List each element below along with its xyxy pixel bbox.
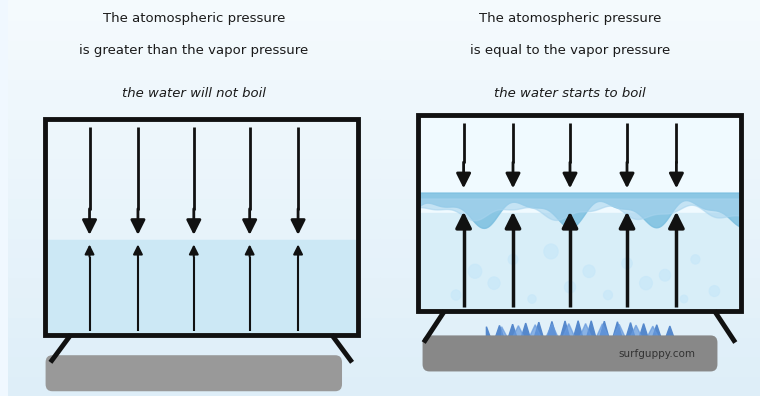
Polygon shape — [8, 119, 380, 139]
Polygon shape — [8, 277, 380, 297]
Bar — [418, 115, 741, 311]
Polygon shape — [380, 139, 760, 158]
Text: is equal to the vapor pressure: is equal to the vapor pressure — [470, 44, 670, 57]
Circle shape — [680, 295, 688, 303]
Polygon shape — [8, 79, 380, 99]
Polygon shape — [8, 257, 380, 277]
Circle shape — [709, 286, 720, 297]
Polygon shape — [380, 238, 760, 257]
Polygon shape — [8, 178, 380, 198]
Polygon shape — [8, 337, 380, 356]
Circle shape — [639, 276, 652, 290]
Circle shape — [527, 295, 536, 303]
Polygon shape — [380, 356, 760, 376]
Polygon shape — [45, 240, 358, 335]
Circle shape — [659, 269, 671, 281]
Text: is greater than the vapor pressure: is greater than the vapor pressure — [79, 44, 309, 57]
Polygon shape — [380, 158, 760, 178]
Circle shape — [622, 258, 632, 269]
Polygon shape — [418, 213, 741, 311]
Polygon shape — [380, 257, 760, 277]
Circle shape — [691, 255, 700, 264]
Polygon shape — [380, 376, 760, 396]
Polygon shape — [380, 337, 760, 356]
Polygon shape — [380, 99, 760, 119]
Polygon shape — [418, 193, 741, 228]
Polygon shape — [380, 0, 760, 20]
Polygon shape — [8, 218, 380, 238]
Circle shape — [451, 290, 461, 300]
Polygon shape — [380, 20, 760, 40]
FancyBboxPatch shape — [46, 355, 342, 391]
FancyBboxPatch shape — [423, 335, 717, 371]
Polygon shape — [380, 277, 760, 297]
Circle shape — [583, 265, 595, 278]
Polygon shape — [380, 218, 760, 238]
Text: The atomospheric pressure: The atomospheric pressure — [103, 12, 285, 25]
Polygon shape — [8, 59, 380, 79]
Polygon shape — [8, 376, 380, 396]
Polygon shape — [380, 198, 760, 218]
Polygon shape — [8, 198, 380, 218]
Polygon shape — [8, 238, 380, 257]
Polygon shape — [8, 317, 380, 337]
Text: the water starts to boil: the water starts to boil — [494, 87, 646, 100]
Polygon shape — [486, 321, 676, 346]
Circle shape — [508, 254, 518, 265]
Polygon shape — [380, 297, 760, 317]
Polygon shape — [380, 317, 760, 337]
Polygon shape — [380, 40, 760, 59]
Polygon shape — [8, 40, 380, 59]
Polygon shape — [502, 324, 661, 345]
Circle shape — [468, 264, 482, 278]
Polygon shape — [8, 20, 380, 40]
Polygon shape — [8, 158, 380, 178]
Polygon shape — [8, 297, 380, 317]
Polygon shape — [418, 199, 741, 221]
Polygon shape — [380, 59, 760, 79]
Text: surfguppy.com: surfguppy.com — [619, 348, 696, 359]
Text: the water will not boil: the water will not boil — [122, 87, 266, 100]
Polygon shape — [8, 99, 380, 119]
Polygon shape — [380, 79, 760, 99]
Polygon shape — [380, 178, 760, 198]
Text: The atomospheric pressure: The atomospheric pressure — [479, 12, 661, 25]
Circle shape — [564, 281, 576, 293]
Circle shape — [543, 244, 558, 259]
Polygon shape — [380, 119, 760, 139]
Polygon shape — [8, 0, 380, 20]
Bar — [45, 119, 358, 335]
Polygon shape — [8, 139, 380, 158]
Polygon shape — [8, 356, 380, 376]
Circle shape — [488, 277, 500, 289]
Circle shape — [603, 290, 613, 300]
Polygon shape — [418, 115, 741, 311]
